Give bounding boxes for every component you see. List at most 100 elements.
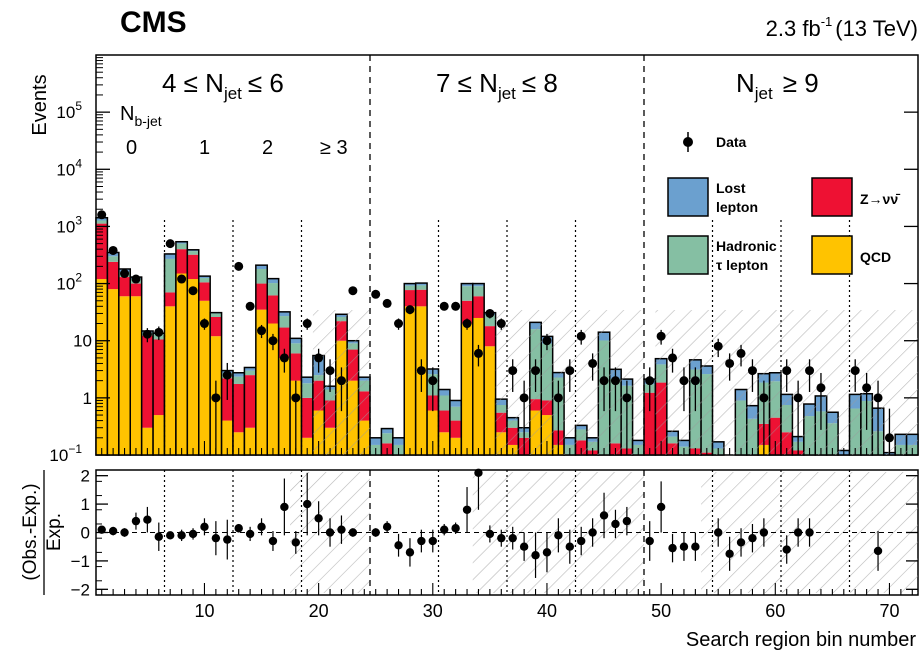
data-point-bin-19 [302, 319, 312, 329]
data-point-bin-6 [154, 327, 164, 337]
data-point-bin-49 [645, 376, 655, 386]
ratio-point-bin-20 [314, 514, 323, 523]
ratio-point-bin-21 [325, 528, 335, 537]
ratio-point-bin-57 [736, 538, 746, 547]
data-point-bin-7 [165, 239, 175, 249]
y-tick-label: 102 [56, 271, 82, 294]
bar-lost-lepton-bin-10 [198, 276, 211, 279]
data-point-bin-63 [805, 366, 815, 376]
bar-hadronic-lepton-bin-14 [244, 370, 256, 376]
data-point-bin-14 [245, 301, 255, 311]
bar-z--bin-18 [290, 353, 302, 381]
ratio-point-bin-47 [622, 516, 632, 526]
bar-z--bin-11 [210, 317, 222, 337]
bar-lost-lepton-bin-14 [244, 367, 256, 371]
bar-z--bin-31 [438, 410, 450, 433]
bar-lost-lepton-bin-28 [404, 283, 416, 286]
bar-lost-lepton-bin-18 [290, 338, 302, 344]
data-point-bin-46 [610, 376, 620, 386]
data-point-bin-43 [576, 331, 586, 341]
data-point-bin-22 [336, 376, 346, 386]
data-point-bin-57 [736, 348, 746, 358]
data-points [97, 210, 894, 455]
data-point-bin-2 [108, 245, 118, 255]
data-point-bin-9 [188, 286, 198, 296]
ratio-point-bin-30 [428, 536, 437, 546]
bar-lost-lepton-bin-8 [175, 241, 188, 244]
ratio-point-bin-1 [97, 525, 106, 534]
ratio-y-label-num: (Obs.-Exp.) [20, 483, 41, 580]
x-tick-label: 10 [194, 601, 214, 621]
bar-z--bin-19 [301, 397, 313, 438]
y-tick-label: 103 [56, 213, 82, 236]
data-point-bin-16 [268, 336, 278, 346]
data-point-bin-12 [222, 370, 232, 380]
legend-znn-label: Z→νν̄ [860, 191, 901, 207]
ratio-point-bin-28 [405, 548, 415, 557]
bar-qcd-bin-1 [96, 279, 108, 455]
bar-hadronic-lepton-bin-15 [255, 268, 268, 284]
bar-qcd-bin-35 [484, 346, 496, 455]
bar-z--bin-2 [107, 261, 119, 290]
data-point-bin-42 [565, 366, 575, 376]
group-label-3: Njet ≥ 9 [736, 68, 819, 103]
bar-hadronic-lepton-bin-17 [278, 316, 291, 328]
ratio-point-bin-31 [440, 525, 449, 534]
ratio-point-bin-10 [200, 522, 209, 532]
bar-z--bin-49 [644, 392, 656, 455]
ratio-point-bin-41 [554, 531, 563, 540]
bar-z--bin-33 [461, 300, 473, 324]
bar-z--bin-5 [141, 335, 154, 428]
bar-qcd-bin-16 [267, 323, 279, 455]
bar-lost-lepton-bin-33 [461, 283, 473, 287]
experiment-label: CMS [120, 6, 187, 39]
bar-hadronic-lepton-bin-16 [267, 283, 279, 296]
bar-lost-lepton-bin-7 [164, 253, 176, 259]
bar-z--bin-1 [96, 223, 108, 280]
data-point-bin-37 [508, 366, 518, 376]
legend-qcd-label: QCD [860, 249, 891, 265]
ratio-point-bin-44 [588, 528, 597, 537]
bar-hadronic-lepton-bin-1 [96, 220, 108, 224]
nbjet-value-3: ≥ 3 [320, 137, 348, 159]
ratio-point-bin-14 [245, 529, 255, 539]
bar-z--bin-4 [130, 283, 142, 297]
data-point-bin-11 [211, 393, 221, 403]
bar-z--bin-14 [244, 375, 256, 428]
ratio-point-bin-17 [280, 502, 289, 512]
data-point-bin-5 [142, 329, 152, 339]
ratio-point-bin-6 [154, 532, 163, 541]
ratio-point-bin-15 [257, 522, 266, 532]
nbjet-value-2: 2 [262, 137, 273, 159]
ratio-point-bin-45 [599, 511, 609, 520]
data-point-bin-18 [291, 393, 301, 403]
bar-lost-lepton-bin-25 [370, 437, 382, 445]
ratio-point-bin-49 [645, 536, 654, 546]
bar-hadronic-lepton-bin-13 [233, 376, 245, 384]
legend: Data Lost lepton Z→νν̄ Hadronic τ lepton… [667, 132, 901, 275]
ratio-point-bin-55 [714, 528, 723, 537]
bar-lost-lepton-bin-29 [415, 283, 428, 286]
bar-qcd-bin-4 [130, 296, 142, 455]
bar-hadronic-lepton-bin-8 [175, 243, 188, 250]
bar-qcd-bin-3 [118, 296, 131, 455]
nbjet-value-1: 1 [199, 137, 210, 159]
bar-hadronic-lepton-bin-29 [415, 285, 428, 290]
data-point-bin-52 [679, 376, 689, 386]
bar-hadronic-lepton-bin-35 [484, 315, 496, 327]
data-point-bin-21 [325, 366, 335, 376]
ratio-point-bin-18 [291, 538, 300, 547]
bar-hadronic-lepton-bin-9 [187, 251, 199, 255]
data-point-bin-34 [473, 348, 483, 358]
x-tick-label: 20 [309, 601, 329, 621]
ratio-point-bin-37 [508, 533, 517, 543]
data-point-bin-8 [177, 274, 187, 284]
ratio-point-bin-53 [691, 542, 700, 551]
data-point-bin-53 [690, 376, 700, 386]
bar-qcd-bin-31 [438, 432, 450, 455]
ratio-y-label-den: Exp. [44, 513, 65, 551]
data-point-bin-30 [428, 376, 438, 386]
bar-lost-lepton-bin-19 [301, 377, 313, 384]
bar-z--bin-32 [449, 420, 462, 438]
ratio-point-bin-19 [303, 499, 312, 509]
